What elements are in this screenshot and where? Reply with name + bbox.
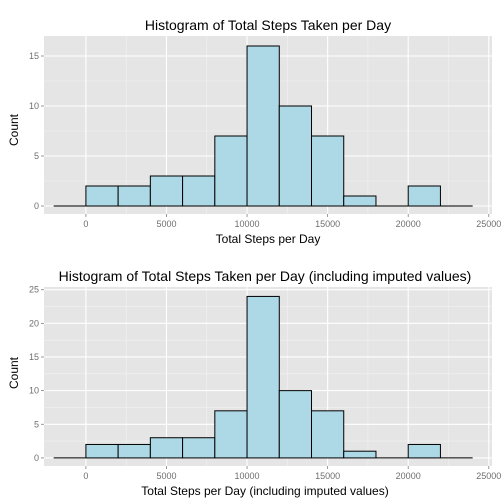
histogram-bar	[343, 195, 377, 207]
y-tick-label: 5	[34, 151, 39, 161]
y-tick-label: 25	[29, 285, 39, 295]
plot-panel: 0 5000 10000 15000 20000 25000 0 5 10 15	[29, 36, 501, 229]
y-axis-title: Count	[7, 113, 21, 146]
y-axis-title: Count	[7, 356, 21, 389]
y-tick-label: 0	[34, 453, 39, 463]
histogram-bar	[407, 443, 441, 459]
x-tick-label: 10000	[235, 219, 260, 229]
y-tick-label: 5	[34, 419, 39, 429]
y-tick-label: 15	[29, 51, 39, 61]
x-tick-label: 0	[83, 219, 88, 229]
x-tick-label: 15000	[315, 471, 340, 481]
histogram-steps-per-day-imputed: Histogram of Total Steps Taken per Day (…	[7, 268, 501, 498]
histogram-bar	[85, 443, 119, 459]
x-tick-label: 10000	[235, 471, 260, 481]
plot-panel: 0 5000 10000 15000 20000 25000 0 5 10 15 20 25	[29, 285, 501, 481]
histogram-steps-per-day: Histogram of Total Steps Taken per Day 0…	[7, 17, 501, 246]
x-tick-label: 20000	[396, 471, 421, 481]
chart-title: Histogram of Total Steps Taken per Day	[145, 17, 391, 33]
histogram-bar	[343, 450, 377, 459]
x-axis-title: Total Steps per Day (including imputed v…	[141, 484, 388, 498]
x-tick-label: 25000	[476, 471, 501, 481]
histogram-bar	[214, 135, 248, 207]
y-tick-label: 15	[29, 352, 39, 362]
histogram-bar	[117, 185, 151, 207]
histogram-bar	[182, 437, 216, 459]
histogram-bar	[182, 175, 216, 207]
x-tick-label: 5000	[156, 471, 176, 481]
y-tick-label: 0	[34, 201, 39, 211]
x-axis-title: Total Steps per Day	[216, 232, 321, 246]
histogram-bar	[214, 410, 248, 459]
y-tick-label: 10	[29, 101, 39, 111]
x-tick-label: 20000	[396, 219, 421, 229]
histogram-bar	[311, 410, 345, 459]
histogram-bar	[246, 45, 280, 207]
y-tick-label: 20	[29, 318, 39, 328]
histogram-bar	[311, 135, 345, 207]
x-tick-label: 25000	[476, 219, 501, 229]
x-tick-label: 15000	[315, 219, 340, 229]
histogram-bar	[85, 185, 119, 207]
histogram-bar	[278, 105, 313, 207]
histogram-bar	[149, 175, 184, 207]
chart-title: Histogram of Total Steps Taken per Day (…	[59, 268, 472, 284]
histogram-bar	[117, 443, 151, 459]
x-tick-label: 0	[83, 471, 88, 481]
histogram-bar	[407, 185, 441, 207]
x-tick-label: 5000	[156, 219, 176, 229]
histogram-bar	[278, 390, 313, 459]
histogram-bar	[149, 437, 184, 459]
y-tick-label: 10	[29, 386, 39, 396]
histogram-bar	[246, 295, 280, 459]
